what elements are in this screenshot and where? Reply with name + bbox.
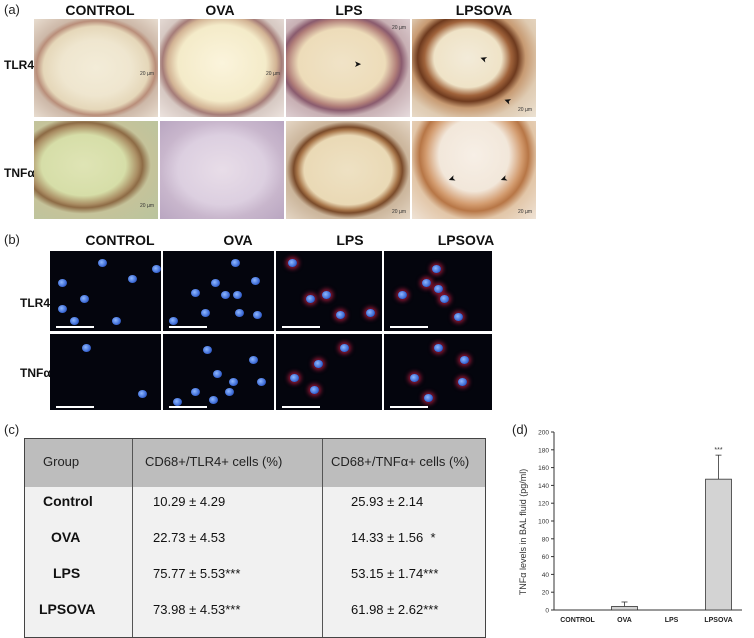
panel-b-col-control: CONTROL	[85, 232, 155, 248]
bar-lpsova	[705, 478, 732, 611]
y-axis-label: TNFα levels in BAL fluid (pg/ml)	[518, 469, 528, 595]
results-table: Group CD68+/TLR4+ cells (%) CD68+/TNFα+ …	[24, 438, 486, 638]
arrow-icon: ➤	[354, 59, 362, 69]
row-tlr4-lps: 75.77 ± 5.53***	[153, 566, 241, 581]
header-group: Group	[43, 454, 80, 469]
y-tick-label: 180	[538, 447, 549, 454]
panel-b-label: (b)	[4, 232, 20, 247]
y-tick-label: 140	[538, 483, 549, 490]
row-tnf-control: 25.93 ± 2.14	[351, 494, 424, 509]
panel-a-label: (a)	[4, 2, 20, 17]
panel-a-col-control: CONTROL	[65, 2, 135, 18]
fluor-lps-tlr4	[276, 251, 382, 331]
fluor-ova-tnf	[163, 334, 274, 410]
row-group-ova: OVA	[51, 529, 81, 545]
y-tick-label: 40	[542, 572, 550, 579]
arrow-icon: ➤	[502, 94, 513, 107]
scale-label: 20 µm	[140, 203, 154, 209]
x-tick-label-ova: OVA	[617, 617, 632, 624]
panel-a-col-ova: OVA	[205, 2, 235, 18]
arrow-icon: ➤	[478, 52, 489, 65]
micrograph-ova-tnf	[160, 121, 284, 219]
panel-a-row-tnf: TNFα	[4, 166, 35, 180]
row-tnf-lps: 53.15 ± 1.74***	[351, 566, 439, 581]
fluor-control-tnf	[50, 334, 161, 410]
scale-label: 20 µm	[140, 71, 154, 77]
panel-a-col-lps: LPS	[335, 2, 363, 18]
header-tnf: CD68+/TNFα+ cells (%)	[331, 454, 470, 469]
y-tick-label: 60	[542, 554, 550, 561]
bar-ova	[611, 606, 638, 611]
y-tick-label: 0	[545, 608, 549, 615]
fluor-lps-tnf	[276, 334, 382, 410]
scale-label: 20 µm	[518, 107, 532, 113]
row-tnf-ova: 14.33 ± 1.56 *	[351, 530, 436, 545]
row-group-control: Control	[43, 493, 93, 509]
panel-b-col-lps: LPS	[336, 232, 364, 248]
arrow-icon: ➤	[446, 172, 458, 185]
arrow-icon: ➤	[498, 172, 510, 185]
panel-b-row-tlr4: TLR4	[20, 296, 50, 310]
table-header	[25, 439, 485, 487]
panel-d-label: (d)	[512, 422, 528, 437]
row-tnf-lpsova: 61.98 ± 2.62***	[351, 602, 439, 617]
micrograph-lpsova-tlr4: 20 µm ➤ ➤	[412, 19, 536, 117]
scale-label: 20 µm	[266, 71, 280, 77]
micrograph-lps-tnf: 20 µm	[286, 121, 410, 219]
y-tick-label: 120	[538, 501, 549, 508]
y-tick-label: 160	[538, 465, 549, 472]
y-tick-label: 200	[538, 430, 549, 437]
panel-c-label: (c)	[4, 422, 20, 437]
scale-label: 20 µm	[518, 209, 532, 215]
row-tlr4-ova: 22.73 ± 4.53	[153, 530, 226, 545]
panel-a-row-tlr4: TLR4	[4, 58, 34, 72]
bal-tnf-bar-chart: TNFα levels in BAL fluid (pg/ml) 0 20 40 60…	[518, 430, 742, 624]
row-tlr4-control: 10.29 ± 4.29	[153, 494, 226, 509]
micrograph-control-tlr4: 20 µm	[34, 19, 158, 117]
fluor-ova-tlr4	[163, 251, 274, 331]
row-tlr4-lpsova: 73.98 ± 4.53***	[153, 602, 241, 617]
significance-label: ***	[714, 447, 722, 454]
header-tlr4: CD68+/TLR4+ cells (%)	[145, 454, 283, 469]
scale-label: 20 µm	[392, 25, 406, 31]
panel-b-col-ova: OVA	[223, 232, 253, 248]
micrograph-control-tnf: 20 µm	[34, 121, 158, 219]
fluor-control-tlr4	[50, 251, 161, 331]
fluor-lpsova-tlr4	[384, 251, 492, 331]
fluor-lpsova-tnf	[384, 334, 492, 410]
x-tick-label-lpsova: LPSOVA	[704, 617, 732, 624]
micrograph-lpsova-tnf: 20 µm ➤ ➤	[412, 121, 536, 219]
row-group-lps: LPS	[53, 565, 81, 581]
scale-label: 20 µm	[392, 209, 406, 215]
y-tick-label: 100	[538, 519, 549, 526]
micrograph-lps-tlr4: 20 µm ➤	[286, 19, 410, 117]
y-tick-label: 80	[542, 536, 550, 543]
panel-b-row-tnf: TNFα	[20, 366, 51, 380]
micrograph-ova-tlr4: 20 µm	[160, 19, 284, 117]
panel-a-col-lpsova: LPSOVA	[455, 2, 513, 18]
y-tick-label: 20	[542, 590, 550, 597]
row-group-lpsova: LPSOVA	[39, 601, 96, 617]
x-tick-label-control: CONTROL	[560, 617, 595, 624]
x-tick-label-lps: LPS	[665, 617, 679, 624]
panel-b-col-lpsova: LPSOVA	[437, 232, 495, 248]
